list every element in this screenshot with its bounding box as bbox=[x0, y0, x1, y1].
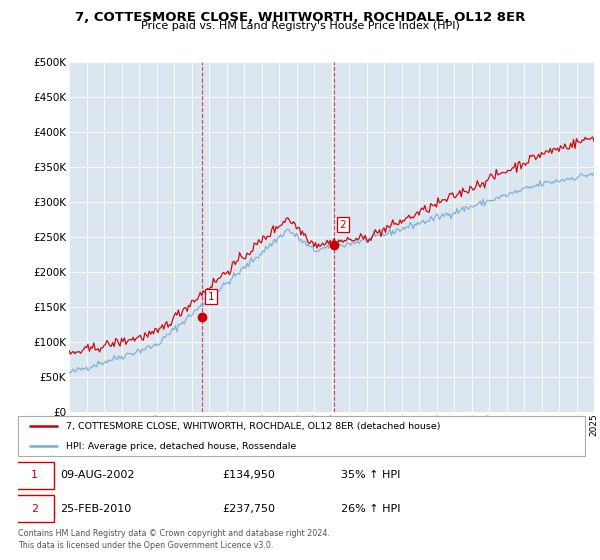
Text: 35% ↑ HPI: 35% ↑ HPI bbox=[341, 470, 401, 480]
FancyBboxPatch shape bbox=[18, 416, 585, 456]
FancyBboxPatch shape bbox=[15, 462, 54, 489]
Text: Price paid vs. HM Land Registry's House Price Index (HPI): Price paid vs. HM Land Registry's House … bbox=[140, 21, 460, 31]
Text: 25-FEB-2010: 25-FEB-2010 bbox=[61, 504, 132, 514]
Text: £134,950: £134,950 bbox=[222, 470, 275, 480]
Text: 09-AUG-2002: 09-AUG-2002 bbox=[61, 470, 135, 480]
Text: 7, COTTESMORE CLOSE, WHITWORTH, ROCHDALE, OL12 8ER: 7, COTTESMORE CLOSE, WHITWORTH, ROCHDALE… bbox=[75, 11, 525, 24]
Text: 7, COTTESMORE CLOSE, WHITWORTH, ROCHDALE, OL12 8ER (detached house): 7, COTTESMORE CLOSE, WHITWORTH, ROCHDALE… bbox=[66, 422, 440, 431]
Text: 2: 2 bbox=[31, 504, 38, 514]
Text: 2: 2 bbox=[340, 220, 346, 230]
FancyBboxPatch shape bbox=[15, 496, 54, 522]
Text: HPI: Average price, detached house, Rossendale: HPI: Average price, detached house, Ross… bbox=[66, 442, 296, 451]
Text: 1: 1 bbox=[208, 292, 214, 302]
Text: 26% ↑ HPI: 26% ↑ HPI bbox=[341, 504, 401, 514]
Text: 1: 1 bbox=[31, 470, 38, 480]
Text: £237,750: £237,750 bbox=[222, 504, 275, 514]
Text: Contains HM Land Registry data © Crown copyright and database right 2024.
This d: Contains HM Land Registry data © Crown c… bbox=[18, 529, 330, 550]
